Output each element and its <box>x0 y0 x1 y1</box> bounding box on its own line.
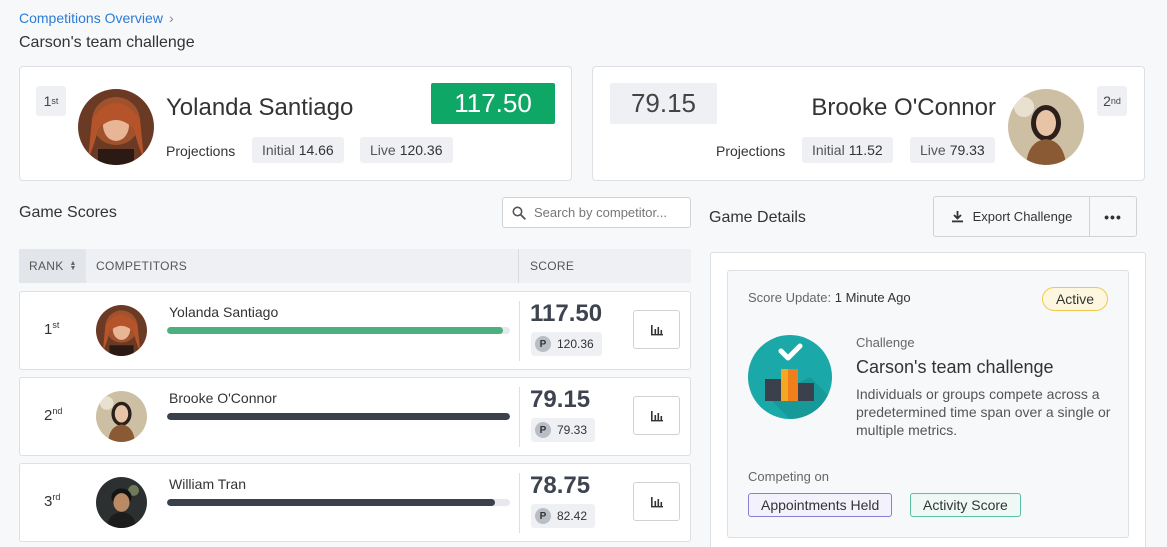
score-column-header: SCORE <box>518 249 574 283</box>
challenge-name: Carson's team challenge <box>856 357 1054 377</box>
divider <box>519 387 520 447</box>
chart-button[interactable] <box>633 310 680 349</box>
projection-chip: P 120.36 <box>531 332 602 356</box>
bar-chart-icon <box>650 496 663 507</box>
page-title: Carson's team challenge <box>19 34 195 51</box>
competitor-name: Yolanda Santiago <box>169 304 279 320</box>
projections-label: Projections <box>716 143 786 159</box>
rank-column-header[interactable]: RANK ▲ ▼ <box>19 249 86 283</box>
initial-projection-chip: Initial 11.52 <box>802 137 893 163</box>
search-box[interactable] <box>502 197 691 228</box>
breadcrumb: Competitions Overview › <box>19 10 174 26</box>
runner-up-name: Brooke O'Connor <box>811 94 996 121</box>
chart-button[interactable] <box>633 396 680 435</box>
projections-label: Projections <box>166 143 236 159</box>
divider <box>519 301 520 361</box>
chevron-right-icon: › <box>168 10 174 26</box>
progress-bar <box>167 327 510 334</box>
more-options-button[interactable]: ••• <box>1089 196 1137 237</box>
competitor-name: William Tran <box>169 476 247 492</box>
table-row: 2nd Brooke O'Connor 79.15 P 79.33 <box>19 377 691 456</box>
row-rank: 2nd <box>44 406 63 424</box>
game-details-panel: Score Update: 1 Minute Ago Active Challe… <box>710 252 1146 547</box>
leader-name: Yolanda Santiago <box>166 94 354 121</box>
row-rank: 3rd <box>44 492 61 510</box>
score-update: Score Update: 1 Minute Ago <box>748 290 911 305</box>
status-badge: Active <box>1042 287 1108 311</box>
challenge-podium-icon <box>748 335 832 420</box>
competing-on-label: Competing on <box>748 469 829 484</box>
table-row: 1st Yolanda Santiago 117.50 P 120.36 <box>19 291 691 370</box>
projection-badge: P <box>535 422 551 438</box>
avatar <box>96 477 147 528</box>
avatar <box>96 305 147 356</box>
bar-chart-icon <box>650 324 663 335</box>
live-projection-chip: Live 120.36 <box>360 137 453 163</box>
progress-fill <box>167 499 495 506</box>
sort-icon: ▲ ▼ <box>69 260 77 272</box>
live-projection-chip: Live 79.33 <box>910 137 995 163</box>
projection-chip: P 82.42 <box>531 504 596 528</box>
scores-table-header: RANK ▲ ▼ COMPETITORS SCORE <box>19 249 691 283</box>
divider <box>519 473 520 533</box>
breadcrumb-link[interactable]: Competitions Overview <box>19 10 163 26</box>
progress-bar <box>167 413 510 420</box>
progress-bar <box>167 499 510 506</box>
avatar <box>1008 89 1084 165</box>
projection-badge: P <box>535 336 551 352</box>
leader-score: 117.50 <box>431 83 555 124</box>
challenge-label: Challenge <box>856 335 915 350</box>
competitor-score: 79.15 <box>530 386 591 413</box>
initial-projection-chip: Initial 14.66 <box>252 137 344 163</box>
progress-fill <box>167 413 510 420</box>
progress-fill <box>167 327 504 334</box>
competitor-score: 78.75 <box>530 472 591 499</box>
metric-tag-appointments[interactable]: Appointments Held <box>748 493 893 517</box>
challenge-description: Individuals or groups compete across a p… <box>856 386 1111 438</box>
export-challenge-button[interactable]: Export Challenge <box>933 196 1090 237</box>
game-details-title: Game Details <box>709 209 806 226</box>
metric-tag-activity-score[interactable]: Activity Score <box>910 493 1021 517</box>
chart-button[interactable] <box>633 482 680 521</box>
download-icon <box>951 211 963 223</box>
projection-chip: P 79.33 <box>531 418 596 442</box>
projection-badge: P <box>535 508 551 524</box>
search-icon <box>512 206 526 220</box>
row-rank: 1st <box>44 320 60 338</box>
competitor-score: 117.50 <box>530 300 603 327</box>
competitors-column-header: COMPETITORS <box>96 259 188 273</box>
avatar <box>78 89 154 165</box>
search-input[interactable] <box>534 205 684 220</box>
table-row: 3rd William Tran 78.75 P 82.42 <box>19 463 691 542</box>
game-scores-title: Game Scores <box>19 204 117 221</box>
bar-chart-icon <box>650 410 663 421</box>
avatar <box>96 391 147 442</box>
challenge-card: Score Update: 1 Minute Ago Active Challe… <box>727 270 1129 538</box>
competitor-name: Brooke O'Connor <box>169 390 277 406</box>
runner-up-score: 79.15 <box>610 83 717 124</box>
